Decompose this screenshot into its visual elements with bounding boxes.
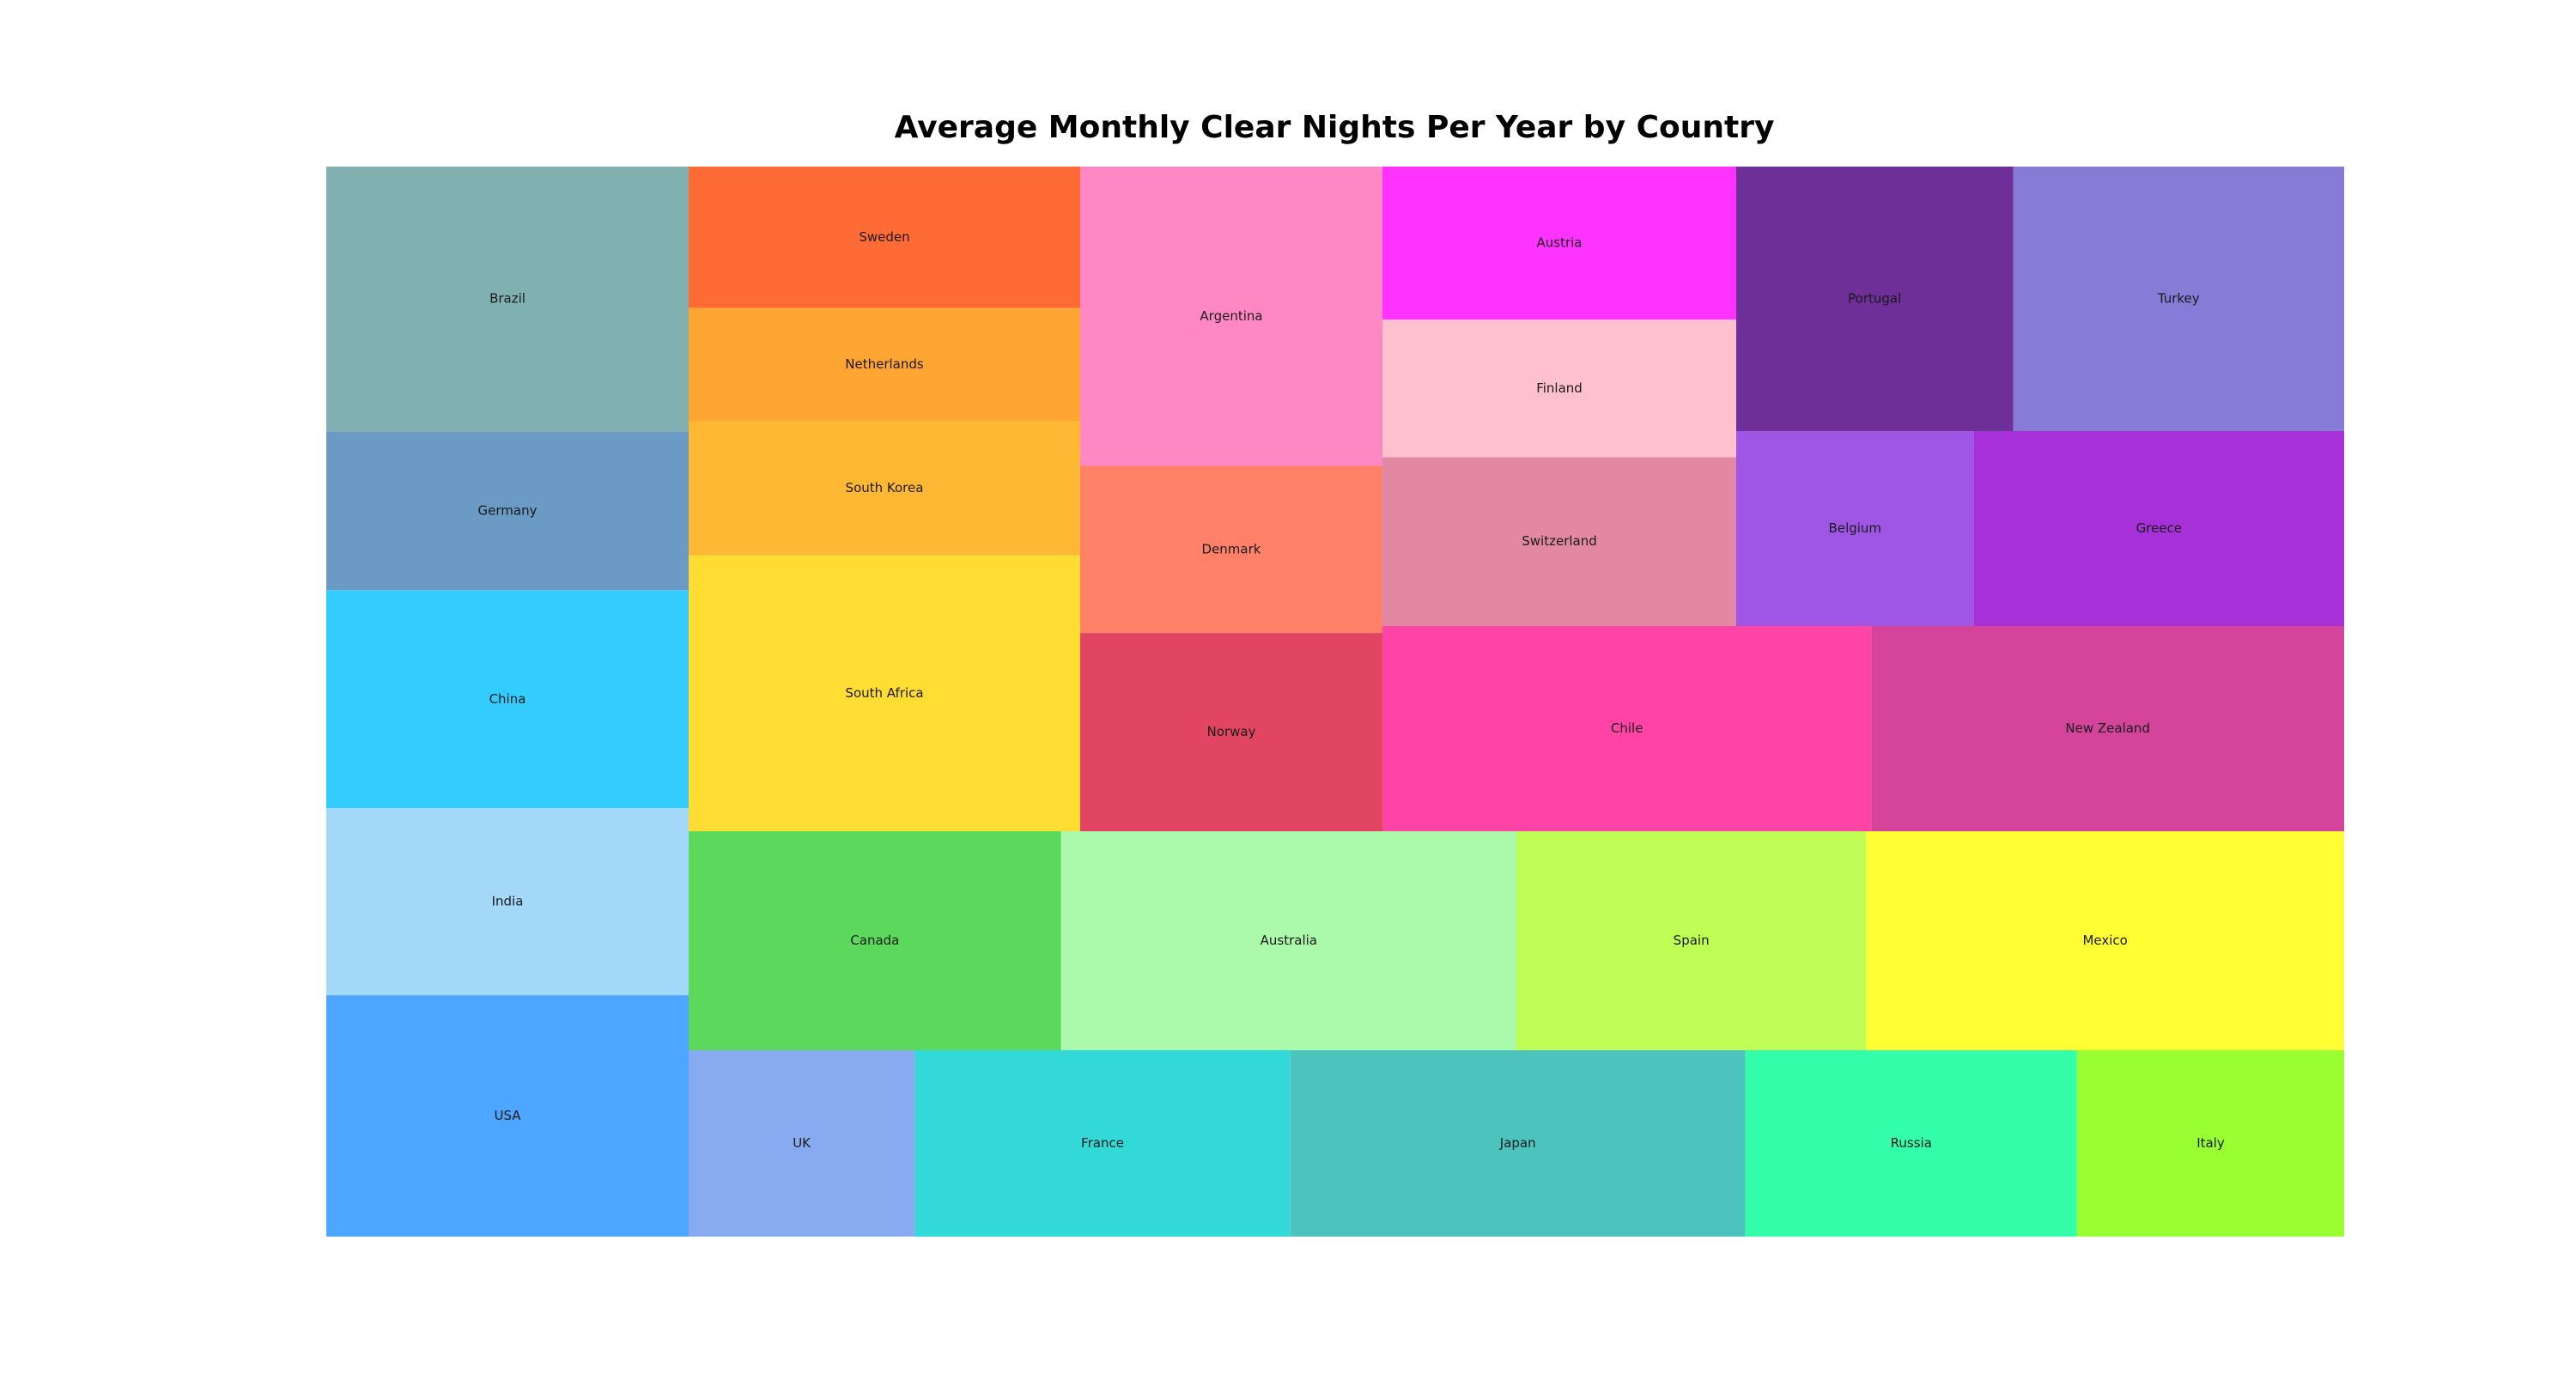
chart-title: Average Monthly Clear Nights Per Year by… — [894, 110, 1775, 145]
treemap-label-sweden: Sweden — [859, 229, 909, 245]
treemap-label-south-korea: South Korea — [846, 480, 924, 495]
treemap-label-austria: Austria — [1537, 235, 1583, 251]
treemap-cell-belgium — [1736, 431, 1974, 626]
treemap-cell-sweden — [689, 167, 1080, 308]
treemap-label-canada: Canada — [850, 933, 899, 948]
treemap-cell-germany — [326, 431, 689, 591]
treemap-label-netherlands: Netherlands — [845, 356, 924, 372]
treemap-label-italy: Italy — [2196, 1135, 2225, 1151]
treemap-cell-argentina — [1080, 167, 1382, 466]
treemap-cell-italy — [2076, 1050, 2344, 1237]
treemap-label-greece: Greece — [2136, 520, 2182, 536]
treemap-label-denmark: Denmark — [1202, 541, 1261, 556]
treemap-cell-norway — [1080, 633, 1382, 831]
treemap-label-russia: Russia — [1891, 1135, 1932, 1151]
treemap-label-south-africa: South Africa — [845, 685, 923, 701]
treemap-label-brazil: Brazil — [489, 291, 526, 307]
treemap-cell-brazil — [326, 167, 689, 432]
treemap-label-finland: Finland — [1536, 380, 1583, 396]
treemap-label-new-zealand: New Zealand — [2065, 720, 2150, 736]
treemap-label-belgium: Belgium — [1829, 520, 1882, 536]
treemap-cell-portugal — [1736, 167, 2014, 431]
treemap-label-germany: Germany — [478, 502, 538, 518]
treemap-label-france: France — [1081, 1135, 1124, 1151]
treemap-cell-japan — [1290, 1050, 1746, 1237]
treemap-cell-netherlands — [689, 307, 1080, 422]
treemap-cell-spain — [1516, 831, 1867, 1050]
treemap-label-mexico: Mexico — [2082, 933, 2127, 948]
treemap-label-argentina: Argentina — [1200, 308, 1262, 324]
treemap-cell-south-korea — [689, 421, 1080, 556]
treemap-label-india: India — [492, 894, 524, 909]
treemap-label-chile: Chile — [1611, 720, 1643, 736]
treemap-cell-russia — [1745, 1050, 2077, 1237]
treemap-cell-chile — [1382, 626, 1872, 831]
treemap-label-japan: Japan — [1499, 1135, 1536, 1151]
treemap-cell-new-zealand — [1871, 626, 2344, 831]
treemap-cell-usa — [326, 994, 689, 1237]
treemap-cell-india — [326, 808, 689, 995]
treemap-cell-france — [914, 1050, 1291, 1237]
treemap-cell-denmark — [1080, 465, 1382, 634]
treemap-label-usa: USA — [494, 1108, 521, 1123]
treemap-label-norway: Norway — [1207, 724, 1256, 739]
treemap-label-switzerland: Switzerland — [1522, 533, 1597, 549]
treemap-label-china: China — [489, 691, 526, 707]
treemap-cell-austria — [1382, 167, 1736, 320]
treemap-label-australia: Australia — [1261, 933, 1317, 948]
treemap-cell-greece — [1973, 431, 2344, 626]
treemap-label-uk: UK — [793, 1135, 811, 1151]
treemap-cell-turkey — [2013, 167, 2344, 431]
treemap-cell-china — [326, 590, 689, 809]
treemap-cell-canada — [689, 831, 1061, 1050]
treemap-label-turkey: Turkey — [2157, 291, 2200, 307]
treemap-cell-mexico — [1866, 831, 2344, 1050]
treemap-label-portugal: Portugal — [1848, 291, 1901, 307]
treemap-cell-australia — [1060, 831, 1516, 1050]
treemap-cell-south-africa — [689, 555, 1080, 831]
treemap-label-spain: Spain — [1674, 933, 1710, 948]
treemap-cell-uk — [689, 1050, 915, 1237]
treemap-cell-switzerland — [1382, 457, 1736, 626]
treemap-cell-finland — [1382, 319, 1736, 458]
